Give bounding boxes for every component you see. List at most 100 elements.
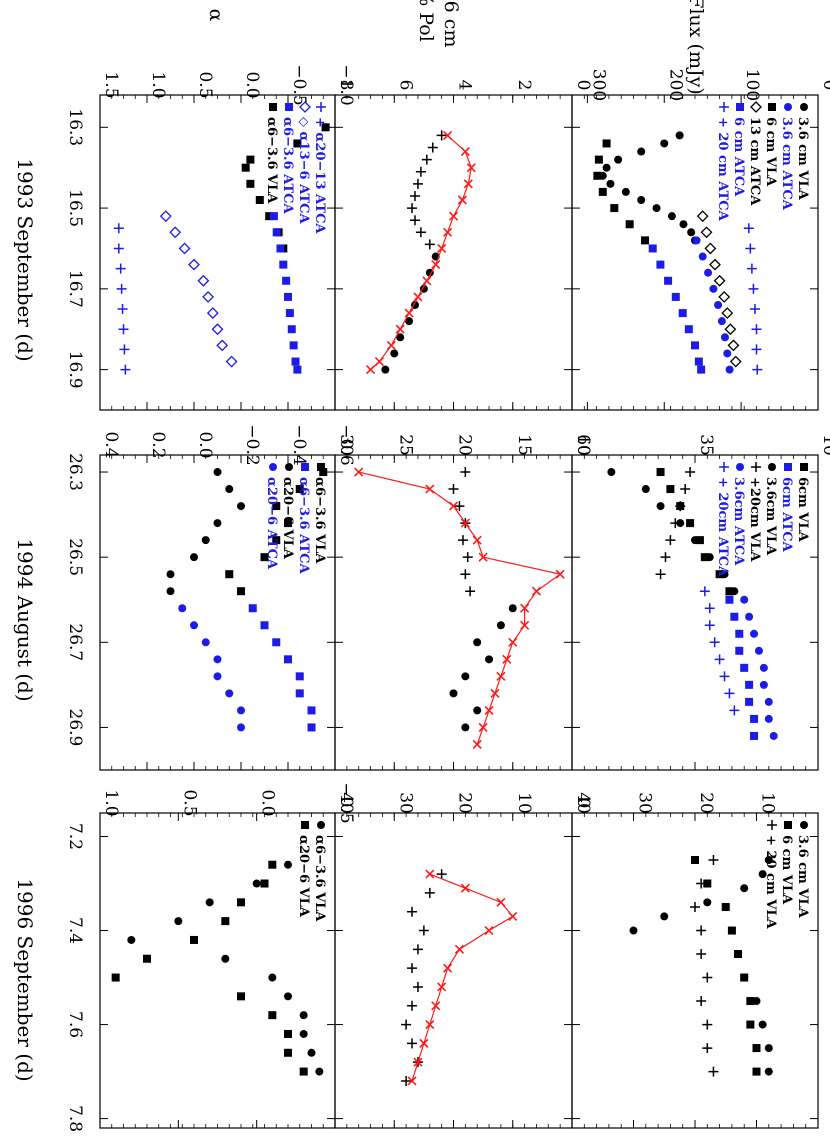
data-point xyxy=(268,973,277,982)
series--6-3-6-atca xyxy=(248,604,316,732)
series-3-6-cm-atca xyxy=(381,252,440,374)
panel-frame xyxy=(334,812,573,1129)
legend-label: α20−6 VLA xyxy=(280,477,295,560)
data-point xyxy=(610,204,619,213)
series-6-cm-vla xyxy=(691,856,761,1076)
y-tick-label: 0.0 xyxy=(258,789,278,816)
y-tick-label: 100 xyxy=(742,69,762,101)
data-point xyxy=(621,187,630,196)
data-point xyxy=(246,155,255,164)
data-point xyxy=(457,535,468,546)
y-tick-label: −0.5 xyxy=(289,64,309,105)
data-point xyxy=(111,973,120,982)
data-point xyxy=(660,139,669,148)
legend-marker xyxy=(768,463,776,471)
data-point xyxy=(719,671,730,682)
data-point xyxy=(201,536,210,545)
data-point xyxy=(704,268,713,277)
data-point xyxy=(614,155,623,164)
y-tick-label: 1.5 xyxy=(101,71,121,98)
x-tick-label: 7.2 xyxy=(65,823,85,850)
data-point xyxy=(664,276,673,285)
data-point xyxy=(276,244,285,253)
data-point xyxy=(284,655,292,664)
data-point xyxy=(201,638,210,647)
data-point xyxy=(407,1038,418,1049)
x-tick-label: 26.9 xyxy=(65,709,85,747)
data-point xyxy=(225,485,234,494)
data-point xyxy=(407,1000,418,1011)
data-point xyxy=(714,654,725,665)
data-point xyxy=(415,166,426,177)
legend-label: + 20 cm ATCA xyxy=(715,117,730,222)
data-point xyxy=(696,925,707,936)
data-point xyxy=(197,274,210,287)
data-point xyxy=(221,917,230,926)
data-point xyxy=(696,996,707,1007)
data-point xyxy=(750,731,759,740)
x-tick-label: 7.8 xyxy=(65,1105,85,1132)
data-point xyxy=(284,992,292,1001)
y-tick-label: 35 xyxy=(696,434,716,456)
series-line xyxy=(370,134,472,371)
data-point xyxy=(764,697,773,706)
data-point xyxy=(116,283,127,294)
data-point xyxy=(284,292,292,301)
data-point xyxy=(295,672,304,681)
data-point xyxy=(211,323,224,336)
data-point xyxy=(735,646,744,655)
data-point xyxy=(745,612,754,621)
y-tick-label: 0.4 xyxy=(101,431,121,458)
legend-label: 3.6 cm ATCA xyxy=(779,117,794,211)
data-point xyxy=(735,629,744,638)
data-point xyxy=(696,878,707,889)
y-tick-label: 10 xyxy=(758,792,778,814)
legend-label: 3.6 cm VLA xyxy=(795,117,810,201)
data-point xyxy=(415,227,426,238)
data-point xyxy=(225,570,234,579)
data-point xyxy=(656,468,665,477)
data-point xyxy=(687,228,696,237)
data-point xyxy=(289,341,298,350)
legend-marker xyxy=(719,462,729,472)
panel-1996-september-alpha: 7.2 7.4 7.6 7.8 −0.5 0.0 0.5 1.0 α6−3.6 VLAα20−6… xyxy=(65,782,356,1132)
data-point xyxy=(749,304,760,315)
data-point xyxy=(460,467,471,478)
data-point xyxy=(159,210,172,223)
data-point xyxy=(268,1011,277,1020)
panel-1994-august-alpha: 26.3 26.5 26.7 26.9 −0.6 −0.4 −0.2 0.0 0.2 0.4 α6−… xyxy=(65,424,356,771)
y-tick-label: −1.0 xyxy=(336,64,356,105)
data-point xyxy=(291,357,300,366)
y-tick-label: 6 xyxy=(395,80,415,91)
legend-label: α20−6 ATCA xyxy=(264,477,279,570)
data-point xyxy=(709,637,720,648)
data-point xyxy=(746,263,757,274)
data-point xyxy=(237,706,245,715)
data-point xyxy=(629,926,638,935)
series-3-6cm-atca xyxy=(449,604,517,732)
data-point xyxy=(178,604,187,613)
data-point xyxy=(759,680,768,689)
data-point xyxy=(299,1067,308,1076)
data-point xyxy=(407,203,418,214)
data-point xyxy=(409,215,420,226)
x-tick-label: 16.7 xyxy=(65,270,85,308)
x-tick-label: 26.7 xyxy=(65,623,85,661)
data-point xyxy=(174,917,183,926)
data-point xyxy=(462,552,473,563)
data-point xyxy=(699,586,710,597)
data-point xyxy=(764,714,773,723)
data-point xyxy=(120,364,131,375)
data-point xyxy=(473,638,482,647)
legend-label: 3.6cm ATCA xyxy=(731,477,746,566)
data-point xyxy=(709,258,721,271)
y-tick-label: 0.5 xyxy=(195,71,215,98)
data-point xyxy=(485,655,494,664)
data-point xyxy=(284,1048,292,1057)
data-point xyxy=(213,655,222,664)
data-point xyxy=(188,258,200,271)
